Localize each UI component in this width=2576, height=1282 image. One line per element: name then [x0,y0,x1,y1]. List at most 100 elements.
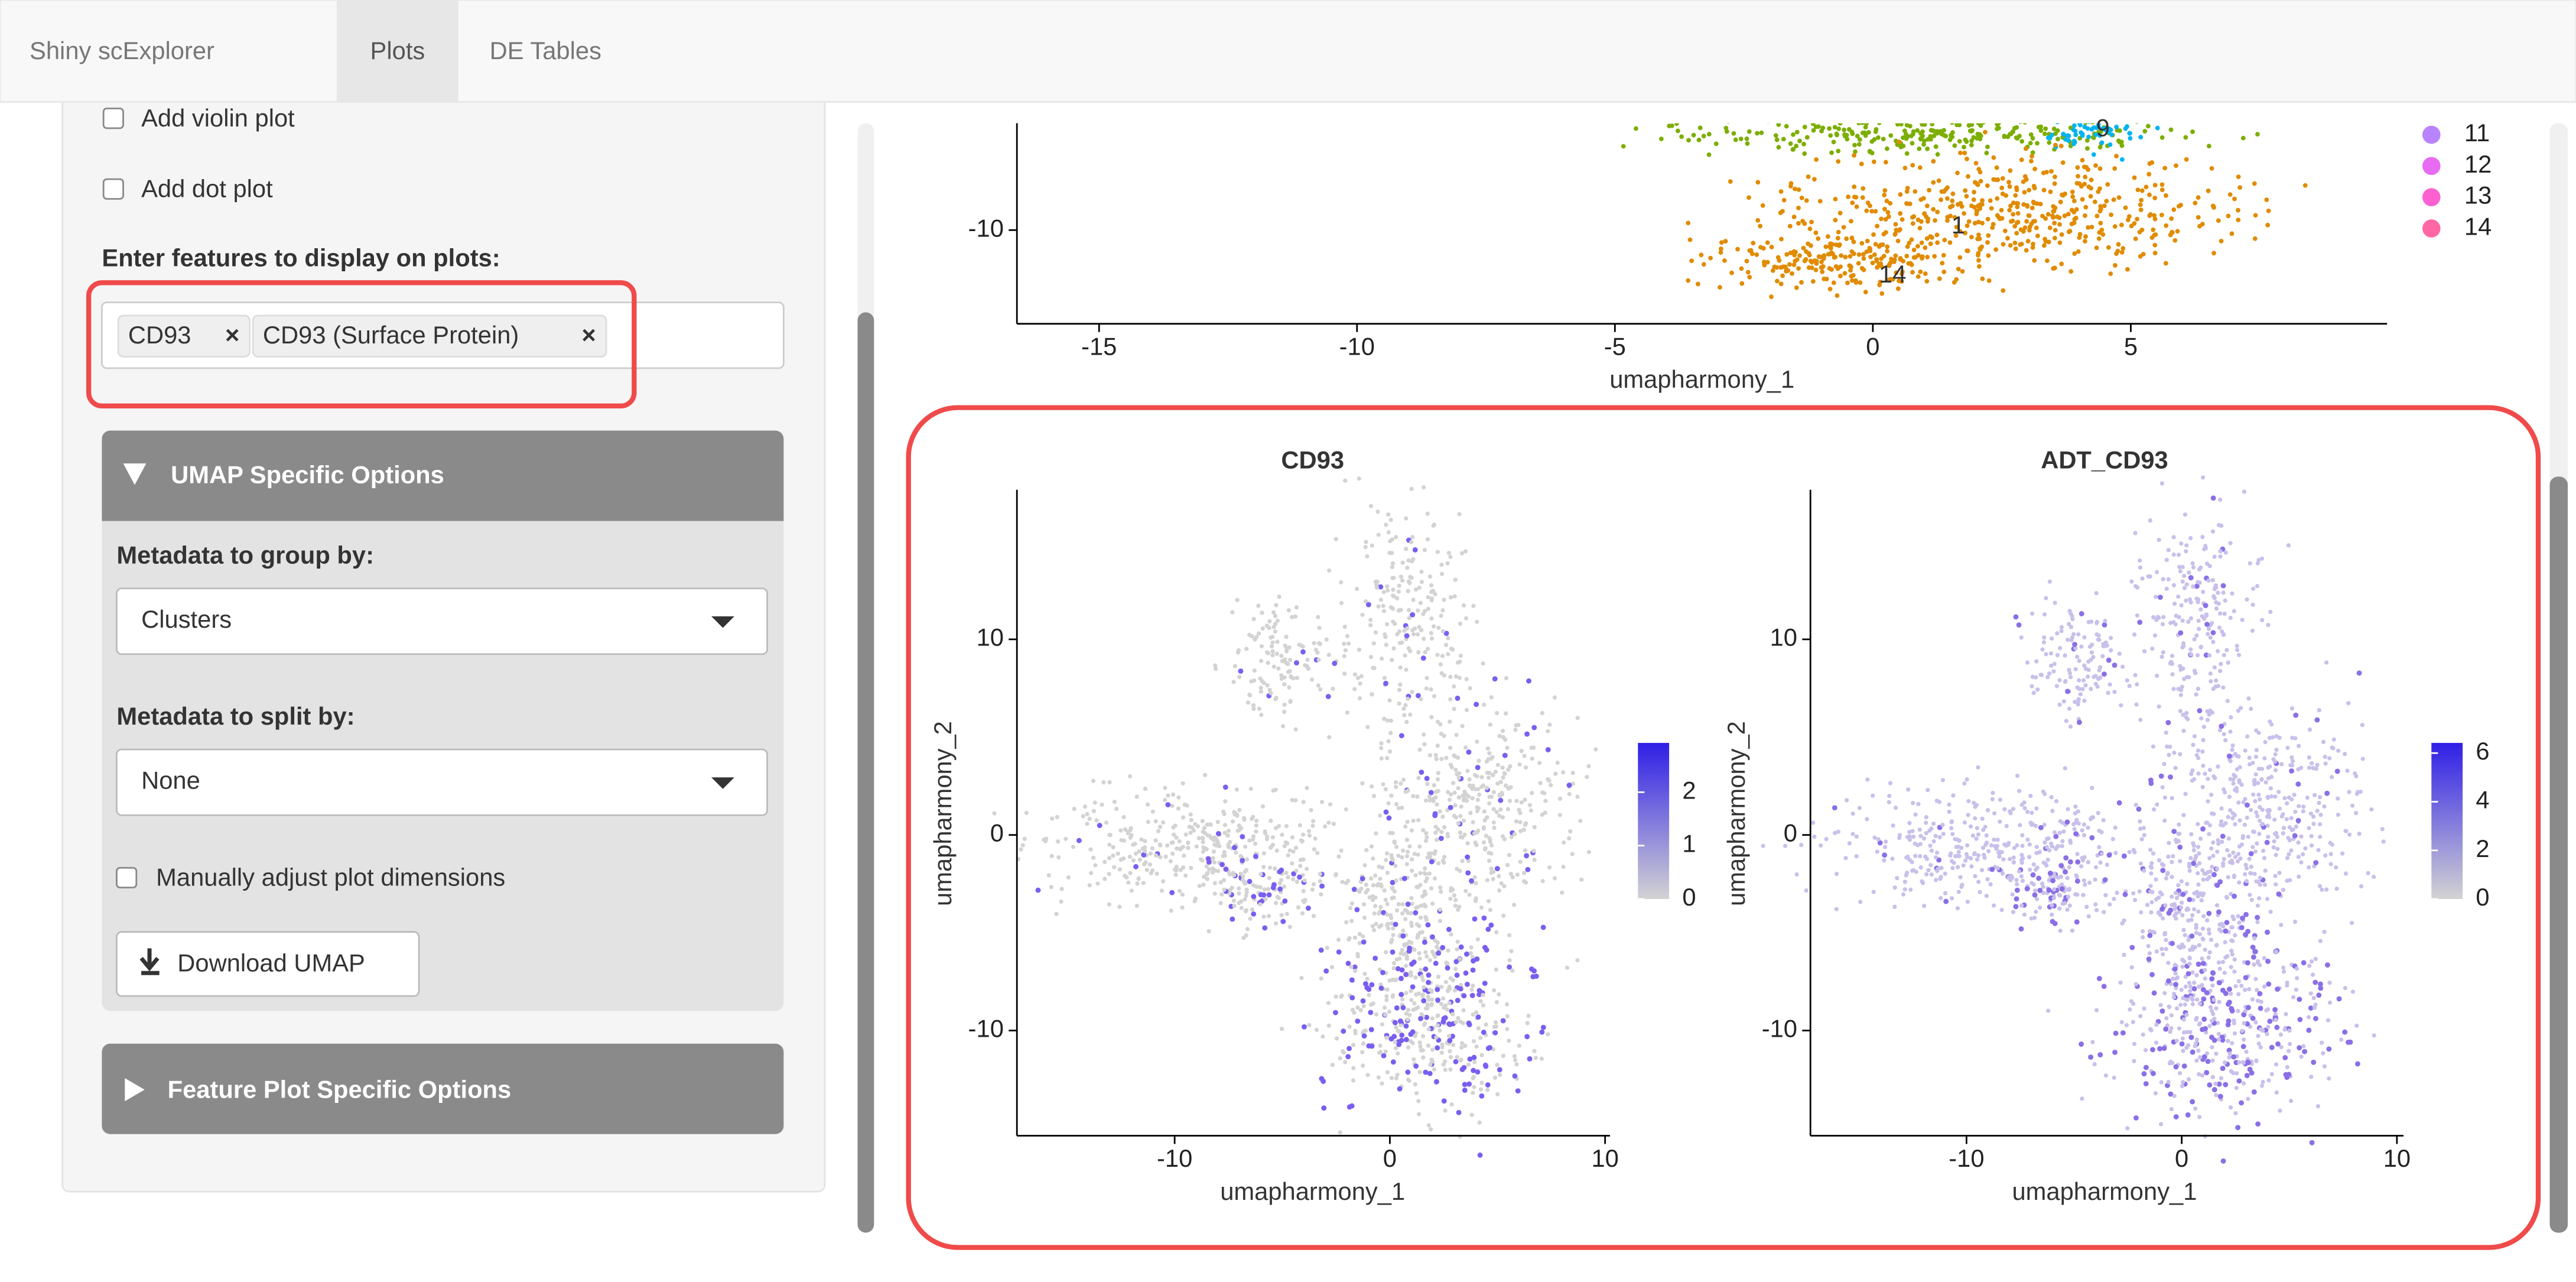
checkbox-label[interactable]: Add violin plot [141,104,295,132]
checkbox[interactable] [102,108,124,129]
header-label[interactable]: UMAP Specific Options [171,460,444,488]
cell [1802,125,1807,129]
cell [2148,518,2152,523]
cell [2092,674,2096,679]
cell [2184,674,2190,680]
tab[interactable]: Plots [370,37,425,64]
cell [2200,960,2206,966]
cell [1999,185,2005,190]
cell [2210,865,2214,869]
tab[interactable]: DE Tables [490,37,601,64]
select-value[interactable]: None [141,767,200,794]
cell [2114,154,2119,159]
cell [2107,902,2112,907]
select[interactable] [116,588,768,655]
cell [2052,235,2057,241]
cell [1739,281,1745,286]
cell [2317,822,2323,827]
chip-remove[interactable]: × [225,321,239,349]
cell [2197,932,2202,937]
cell [2294,825,2298,829]
cell [1419,1048,1423,1053]
cell [2253,1020,2258,1025]
cell [1464,792,1469,797]
collapsible-header[interactable] [102,430,784,521]
cell [1107,833,1112,838]
cell [2045,135,2051,140]
cell [2241,1060,2246,1065]
cell [2256,1034,2260,1038]
cell [1972,205,1977,210]
cell [2046,887,2052,893]
cell [2253,849,2258,854]
header-label[interactable]: Feature Plot Specific Options [168,1075,512,1103]
cell [1400,947,1404,952]
cell [1436,625,1441,630]
cell [1417,585,1422,590]
cell [1474,956,1480,962]
checkbox-label[interactable]: Add dot plot [141,175,273,203]
cell [1416,608,1420,613]
cell [1251,616,1256,621]
cell [1408,649,1413,654]
cell [2044,652,2048,657]
cell [1412,852,1417,856]
cell [1523,822,1528,827]
cell [2230,591,2235,596]
cell [2113,1030,2119,1036]
cell [1985,144,1990,150]
cell [1267,687,1272,692]
cell [2055,845,2060,849]
cell [1432,783,1436,788]
active-tab[interactable] [337,0,458,102]
checkbox-label[interactable]: Manually adjust plot dimensions [156,864,505,891]
cell [1427,794,1432,799]
cell [1793,186,1797,192]
cell [1188,830,1193,835]
select-value[interactable]: Clusters [141,605,232,633]
checkbox[interactable] [102,178,124,200]
cell [1352,672,1357,677]
download-button[interactable] [116,931,420,997]
cell [1871,159,1876,164]
cell [2113,851,2118,855]
cell [2044,863,2049,868]
cell [1284,649,1289,654]
cell [1439,757,1444,761]
brand[interactable]: Shiny scExplorer [30,37,214,64]
cell [2258,805,2262,810]
checkbox[interactable] [116,866,138,889]
cell [1398,733,1404,739]
cell [1436,771,1440,775]
cell [1346,1046,1352,1051]
button-label[interactable]: Download UMAP [177,949,365,976]
cell [1570,771,1575,775]
cell [1404,1011,1409,1016]
cell [1928,234,1933,239]
cell [1926,868,1931,872]
cell [2169,1026,2174,1031]
cell [1305,866,1309,871]
cell [2255,814,2260,819]
chip-remove[interactable]: × [581,321,596,349]
cell [2303,846,2308,851]
cell [2360,722,2365,728]
select[interactable] [116,748,768,816]
scrollbar-thumb[interactable] [857,312,874,1233]
cell [1708,255,1713,261]
cell [1474,1010,1479,1015]
cell [2286,836,2291,840]
cell [1866,129,1871,135]
cell [1363,544,1368,550]
collapsible-header[interactable] [102,1043,784,1134]
cell [1776,145,1781,150]
cell [1479,1093,1485,1099]
cell [1475,765,1481,770]
cell [1435,997,1441,1003]
cell [2167,752,2171,757]
cell [2158,773,2164,779]
cell [1872,137,1877,142]
cell [1954,225,1959,230]
scrollbar-thumb[interactable] [2549,476,2568,1233]
cell [2347,832,2352,837]
